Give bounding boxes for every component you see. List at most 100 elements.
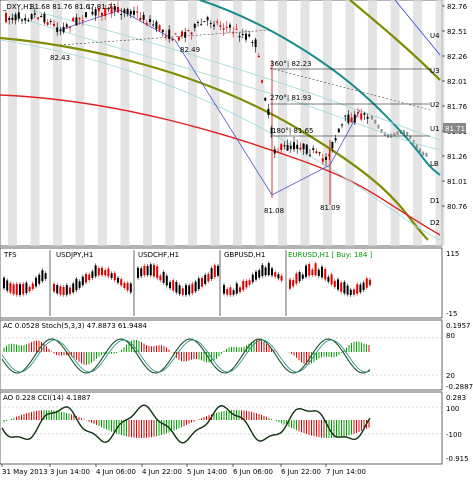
candle-body (72, 17, 75, 22)
candle-body (225, 26, 228, 28)
candle-body (155, 21, 158, 29)
mini-bar (289, 279, 291, 289)
candle-body (350, 117, 353, 123)
mini-bar (239, 287, 241, 292)
mini-bar (242, 280, 245, 290)
ac-axis-3: 20 (446, 372, 455, 380)
candle-body (152, 24, 155, 26)
candle-body (136, 11, 139, 13)
candle-body (289, 145, 292, 149)
mini-bar (120, 279, 123, 286)
candle-body (69, 26, 71, 28)
price-tick-label: 82.01 (447, 78, 467, 86)
mini-bar (53, 283, 55, 292)
candle-body (81, 20, 84, 22)
mini-bar (194, 281, 197, 292)
ac-stoch-panel[interactable]: AC 0.0528 Stoch(5,3,3) 47.8873 61.9484 0… (0, 319, 473, 391)
candle-body (62, 26, 65, 33)
level-d1: D1 (430, 197, 440, 205)
candle-body (235, 28, 238, 30)
mini-bar (107, 268, 110, 277)
candle-body (5, 12, 7, 23)
price-tick-label: 82.76 (447, 3, 468, 11)
candle-body (277, 151, 279, 153)
ghost-candle (403, 130, 405, 135)
candle-body (8, 17, 11, 20)
mini-bar (59, 286, 62, 295)
candle-body (245, 33, 247, 40)
mini-bar (356, 284, 359, 294)
mini-bar (295, 273, 298, 284)
mini-bar (210, 268, 213, 280)
candle-body (40, 15, 43, 17)
mini-bar (94, 265, 97, 277)
mini-label-eurusd: EURUSD,H1 [ Buy: 184 ] (288, 251, 373, 259)
candle-body (293, 142, 295, 150)
mini-bar (349, 289, 352, 295)
candle-body (286, 144, 289, 151)
level-d2: D2 (430, 219, 440, 227)
candle-body (101, 12, 103, 16)
candle-body (193, 24, 196, 28)
time-tick-label: 6 Jun 22:00 (281, 468, 321, 476)
annotation-81-08: 81.08 (264, 207, 284, 215)
candle-body (177, 37, 180, 41)
mini-bar (223, 285, 225, 294)
mini-bar (188, 285, 191, 295)
candle-body (168, 29, 171, 39)
mini-bar (117, 277, 119, 283)
candle-body (270, 127, 273, 134)
candle-body (24, 18, 27, 21)
candle-body (315, 151, 318, 154)
annotation-180: 180°| 81.65 (272, 127, 313, 135)
mini-bar (292, 280, 295, 287)
price-tick-label: 82.26 (447, 53, 468, 61)
time-tick-label: 4 Jun 22:00 (142, 468, 182, 476)
time-tick-label: 4 Jun 06:00 (96, 468, 136, 476)
mini-bar (365, 278, 368, 288)
ghost-candle (374, 119, 377, 124)
candle-body (11, 17, 14, 20)
candle-body (334, 138, 337, 141)
mini-bar (305, 265, 307, 277)
ac-histogram-and-stoch (0, 337, 442, 376)
annotation-270: 270°| 81.93 (270, 94, 311, 102)
mini-bar (340, 282, 343, 292)
mini-bar (229, 287, 232, 295)
mini-bar (217, 265, 219, 276)
mini-bar (81, 276, 84, 286)
candle-body (145, 23, 148, 25)
mini-bar (65, 285, 68, 295)
ao-cci-panel[interactable]: AO 0.228 CCI(14) 4.1887 0.283 100 -100 -… (0, 391, 469, 465)
candle-body (133, 10, 135, 15)
mini-symbols-panel[interactable]: TFS USDJPY,H1 USDCHF,H1 GBPUSD,H1 EURUSD… (0, 247, 459, 319)
candle-body (299, 147, 302, 150)
cyan-band-line (9, 14, 441, 151)
level-lb: LB (430, 160, 439, 168)
mini-bar (248, 280, 251, 285)
mini-bar (235, 283, 238, 294)
main-price-panel[interactable]: _DXY,H1 81.68 81.76 81.67 81.71 82.43 82… (0, 0, 445, 247)
candle-body (17, 12, 20, 19)
candle-body (251, 42, 254, 44)
candle-body (113, 6, 116, 11)
price-candles (5, 1, 369, 166)
candle-body (312, 148, 315, 150)
olive-ma-line (0, 36, 429, 241)
candle-body (267, 108, 270, 115)
candle-body (21, 19, 23, 21)
candle-body (75, 17, 78, 26)
mini-bar (333, 280, 336, 287)
ao-axis-4: -0.915 (446, 455, 469, 463)
mini-bar (101, 267, 103, 276)
candle-body (273, 149, 276, 154)
mini-axis-top: 115 (446, 250, 459, 258)
session-band (233, 0, 242, 246)
mini-bar (97, 268, 100, 276)
mini-bar (38, 274, 41, 284)
time-tick-label: 5 Jun 14:00 (187, 468, 227, 476)
session-band (53, 0, 62, 246)
time-axis: 31 May 2013 3 Jun 14:00 4 Jun 06:00 4 Jun 2… (1, 464, 366, 476)
mini-bar (62, 286, 65, 295)
